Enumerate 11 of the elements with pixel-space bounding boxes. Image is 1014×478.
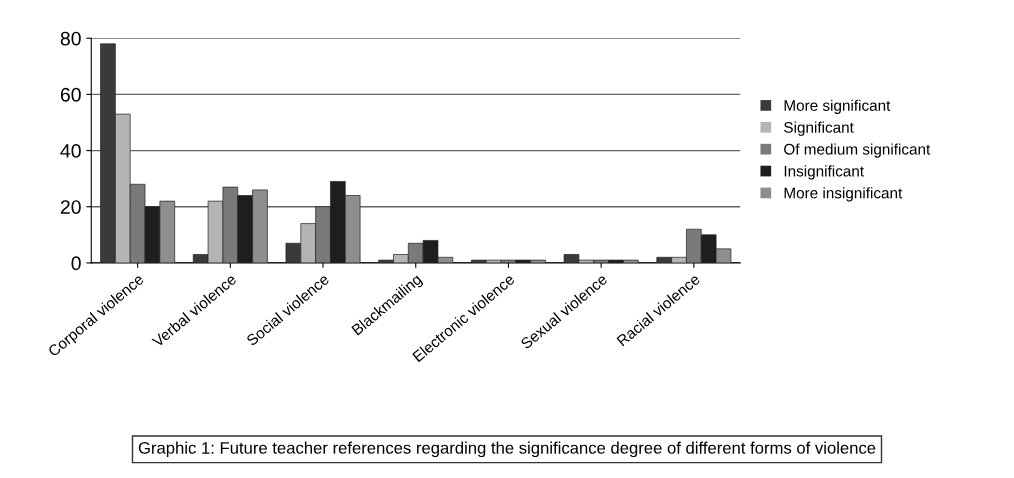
text: Graphic 1: Future teacher references regarding the significance degree of different forms of violence (138, 441, 876, 458)
y-tick-label: 40 (60, 144, 81, 158)
legend-label: More insignificant (784, 187, 903, 202)
y-tick-label: 20 (60, 200, 81, 214)
y-tick-label: 80 (60, 31, 81, 46)
y-tick-label: 0 (71, 256, 81, 271)
legend-label: More significant (784, 99, 891, 114)
y-tick-label: 60 (60, 87, 81, 102)
legend-label: Significant (784, 121, 854, 136)
legend-label: Insignificant (784, 165, 864, 180)
legend-label: Of medium significant (784, 143, 931, 158)
